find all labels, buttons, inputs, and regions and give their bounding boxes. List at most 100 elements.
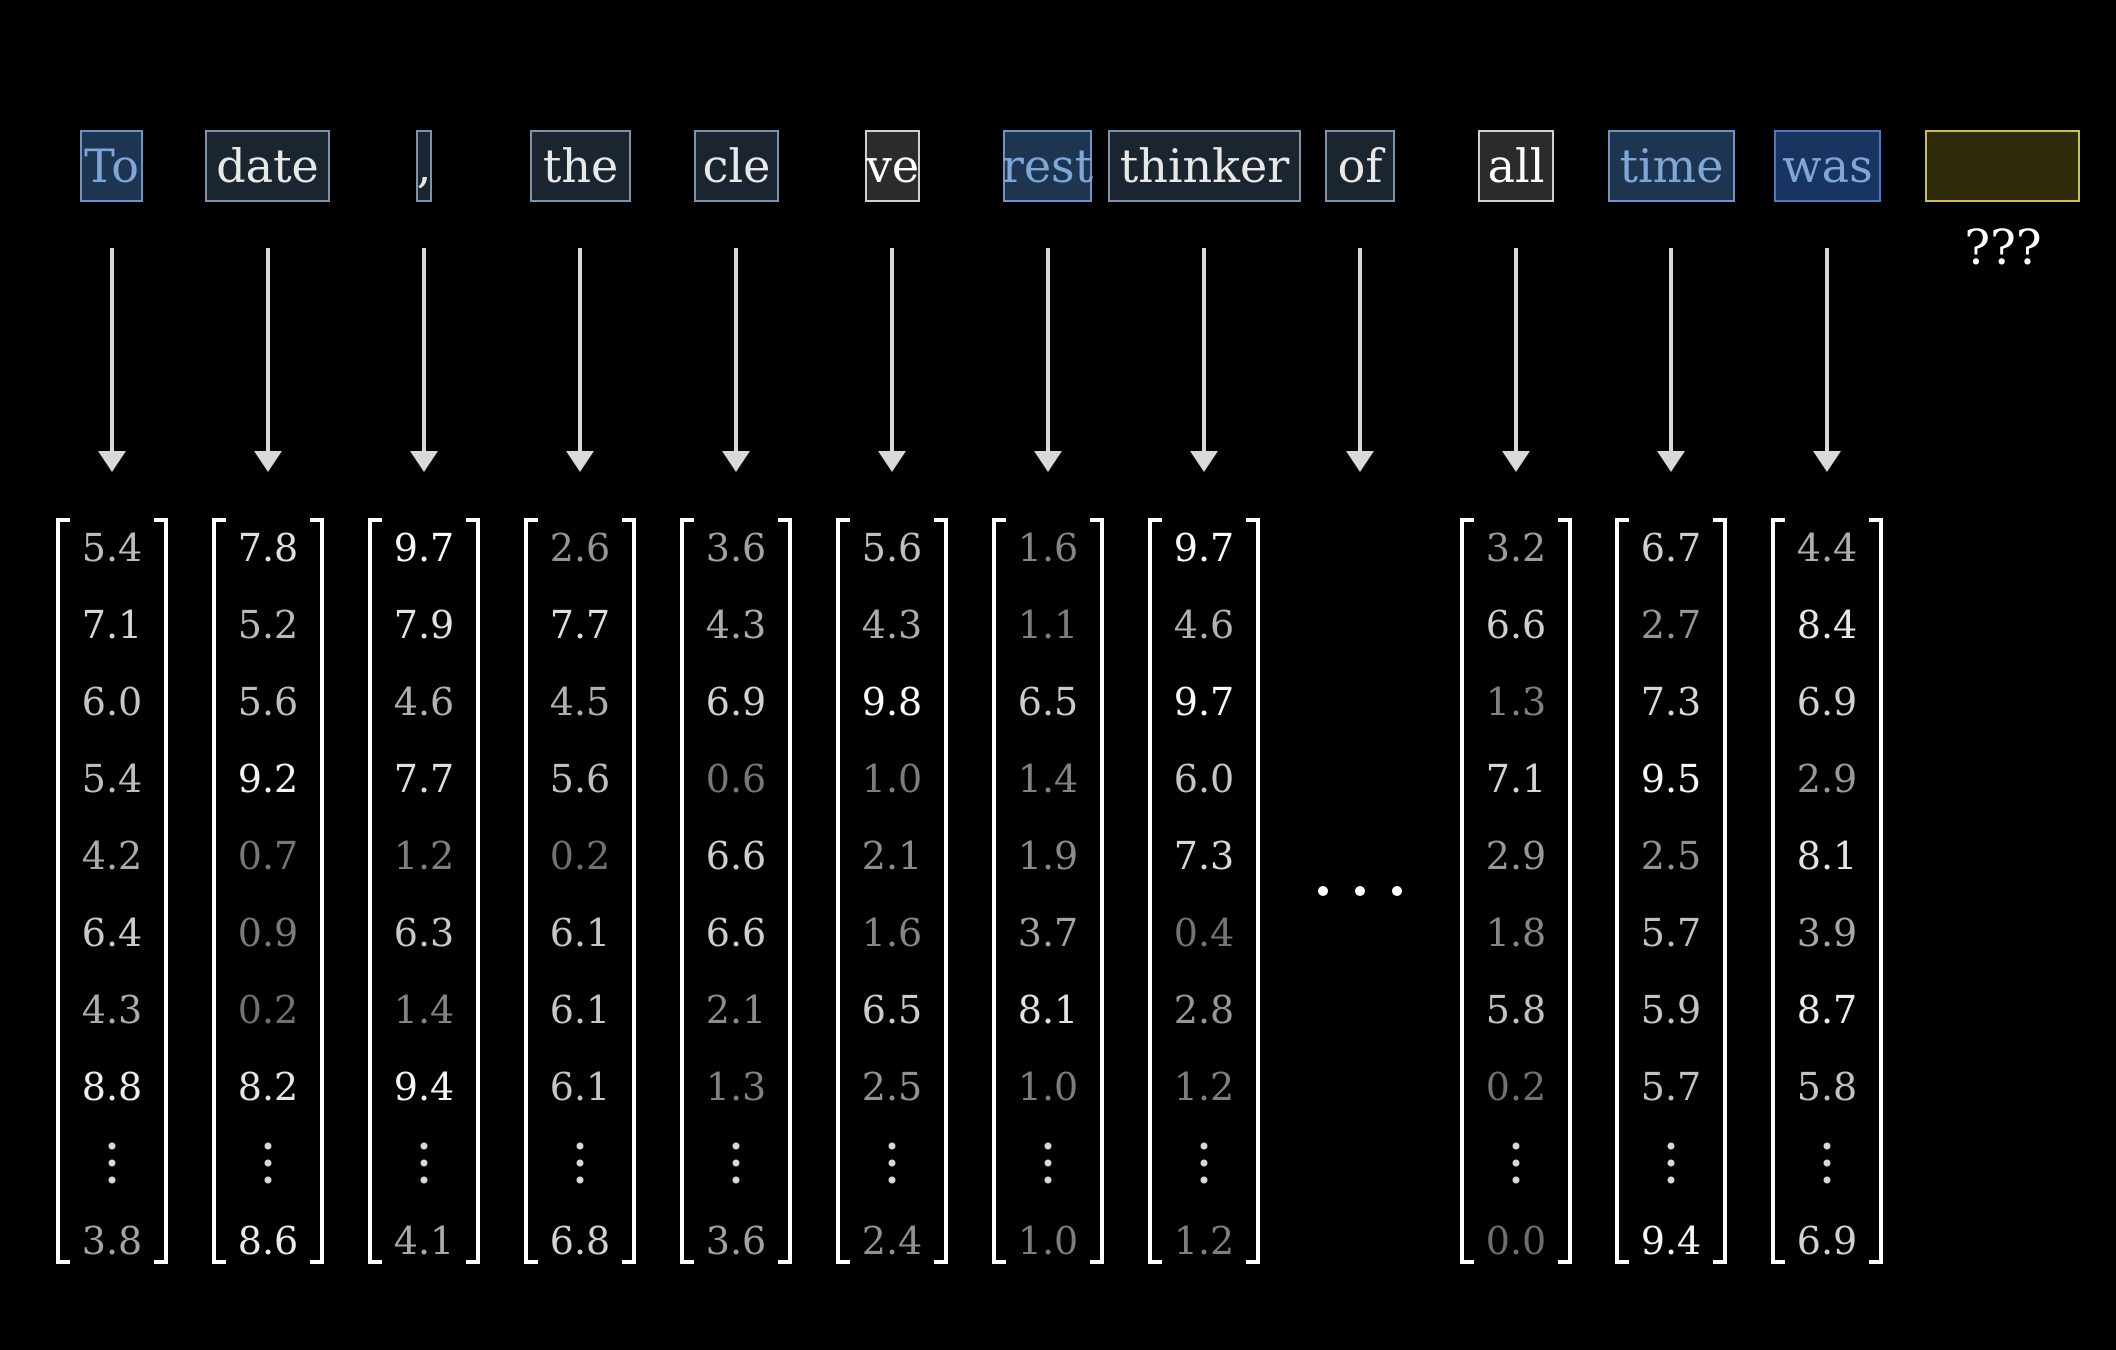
- vector-value: 2.9: [1797, 757, 1857, 801]
- right-bracket: [154, 518, 168, 1264]
- vector-value: 8.1: [1018, 988, 1078, 1032]
- token-text: date: [216, 139, 319, 193]
- vector-value-last: 9.4: [1641, 1219, 1701, 1263]
- vector-value: 5.6: [550, 757, 610, 801]
- vector-value: 2.1: [706, 988, 766, 1032]
- vector-value: 6.5: [862, 988, 922, 1032]
- vector-value: 9.4: [394, 1065, 454, 1109]
- vector-value: 6.1: [550, 1065, 610, 1109]
- vector-value: 2.5: [1641, 834, 1701, 878]
- left-bracket: [1771, 518, 1785, 1264]
- token-text: all: [1488, 139, 1545, 193]
- vector-value: 4.3: [82, 988, 142, 1032]
- down-arrow: [254, 248, 282, 472]
- vector-value: 4.5: [550, 680, 610, 724]
- left-bracket: [992, 518, 1006, 1264]
- token-box: rest: [1002, 130, 1094, 202]
- vector-value: 1.0: [862, 757, 922, 801]
- down-arrow: [1190, 248, 1218, 472]
- arrow-row: [98, 248, 1841, 472]
- down-arrow: [98, 248, 126, 472]
- vertical-ellipsis: [108, 1142, 116, 1184]
- right-bracket: [1713, 518, 1727, 1264]
- vector-value: 3.7: [1018, 911, 1078, 955]
- vector-value: 5.7: [1641, 1065, 1701, 1109]
- token-text: of: [1338, 139, 1386, 193]
- right-bracket: [310, 518, 324, 1264]
- vector-value: 1.6: [862, 911, 922, 955]
- vector-value-last: 8.6: [238, 1219, 298, 1263]
- vector-value: 4.3: [706, 603, 766, 647]
- vector-value: 3.6: [706, 526, 766, 570]
- down-arrow: [1813, 248, 1841, 472]
- token-box: ve: [865, 130, 920, 202]
- token-box: ,: [416, 130, 432, 202]
- vector-value: 0.9: [238, 911, 298, 955]
- vector-value: 8.7: [1797, 988, 1857, 1032]
- vector-value: 1.9: [1018, 834, 1078, 878]
- vector-value: 5.7: [1641, 911, 1701, 955]
- token-text: the: [543, 139, 618, 193]
- vertical-ellipsis: [1667, 1142, 1675, 1184]
- vertical-ellipsis: [1512, 1142, 1520, 1184]
- right-bracket: [1558, 518, 1572, 1264]
- vector-value: 7.3: [1641, 680, 1701, 724]
- vector-value: 5.6: [862, 526, 922, 570]
- right-bracket: [1869, 518, 1883, 1264]
- vector-value: 9.7: [1174, 680, 1234, 724]
- embedding-vector: 5.4 7.1 6.0 5.4 4.2 6.4 4.3 8.8 3.8: [56, 518, 168, 1264]
- vector-value: 9.7: [394, 526, 454, 570]
- vector-value: 1.6: [1018, 526, 1078, 570]
- vector-value: 6.0: [82, 680, 142, 724]
- vector-value: 6.6: [1486, 603, 1546, 647]
- vector-value: 4.6: [1174, 603, 1234, 647]
- down-arrow: [566, 248, 594, 472]
- down-arrow: [410, 248, 438, 472]
- vector-value: 7.7: [550, 603, 610, 647]
- left-bracket: [836, 518, 850, 1264]
- vector-value: 2.6: [550, 526, 610, 570]
- vector-value-last: 6.9: [1797, 1219, 1857, 1263]
- vector-value: 1.4: [1018, 757, 1078, 801]
- token-text: rest: [1002, 139, 1094, 193]
- left-bracket: [1148, 518, 1162, 1264]
- token-text: To: [84, 139, 139, 193]
- vector-value: 9.8: [862, 680, 922, 724]
- vector-value-last: 3.8: [82, 1219, 142, 1263]
- vector-value: 7.3: [1174, 834, 1234, 878]
- left-bracket: [212, 518, 226, 1264]
- vector-value: 1.8: [1486, 911, 1546, 955]
- ellipsis: [1318, 886, 1402, 896]
- vector-value: 2.7: [1641, 603, 1701, 647]
- vertical-ellipsis: [888, 1142, 896, 1184]
- vector-value: 3.9: [1797, 911, 1857, 955]
- vector-value: 7.1: [1486, 757, 1546, 801]
- vector-value-last: 1.2: [1174, 1219, 1234, 1263]
- vector-value: 8.1: [1797, 834, 1857, 878]
- vector-value: 2.8: [1174, 988, 1234, 1032]
- vector-value: 6.4: [82, 911, 142, 955]
- vertical-ellipsis: [1823, 1142, 1831, 1184]
- embedding-vector: 1.6 1.1 6.5 1.4 1.9 3.7 8.1 1.0 1.0: [992, 518, 1104, 1264]
- token-box: was: [1774, 130, 1881, 202]
- embedding-vector: 3.6 4.3 6.9 0.6 6.6 6.6 2.1 1.3 3.6: [680, 518, 792, 1264]
- vector-value: 5.8: [1486, 988, 1546, 1032]
- vector-value: 5.8: [1797, 1065, 1857, 1109]
- token-box: the: [530, 130, 631, 202]
- vector-value: 1.4: [394, 988, 454, 1032]
- vector-value: 1.3: [1486, 680, 1546, 724]
- vector-value: 5.6: [238, 680, 298, 724]
- right-bracket: [466, 518, 480, 1264]
- embedding-vector: 4.4 8.4 6.9 2.9 8.1 3.9 8.7 5.8 6.9: [1771, 518, 1883, 1264]
- vector-value: 9.2: [238, 757, 298, 801]
- embedding-vector: 3.2 6.6 1.3 7.1 2.9 1.8 5.8 0.2 0.0: [1460, 518, 1572, 1264]
- vertical-ellipsis: [576, 1142, 584, 1184]
- down-arrow: [1034, 248, 1062, 472]
- vector-row: 5.4 7.1 6.0 5.4 4.2 6.4 4.3 8.8 3.8 7.8 5.2 5.6 9.2 0…: [56, 518, 1883, 1264]
- vector-value: 6.6: [706, 911, 766, 955]
- vector-value: 6.5: [1018, 680, 1078, 724]
- vector-value: 4.4: [1797, 526, 1857, 570]
- vector-value: 6.3: [394, 911, 454, 955]
